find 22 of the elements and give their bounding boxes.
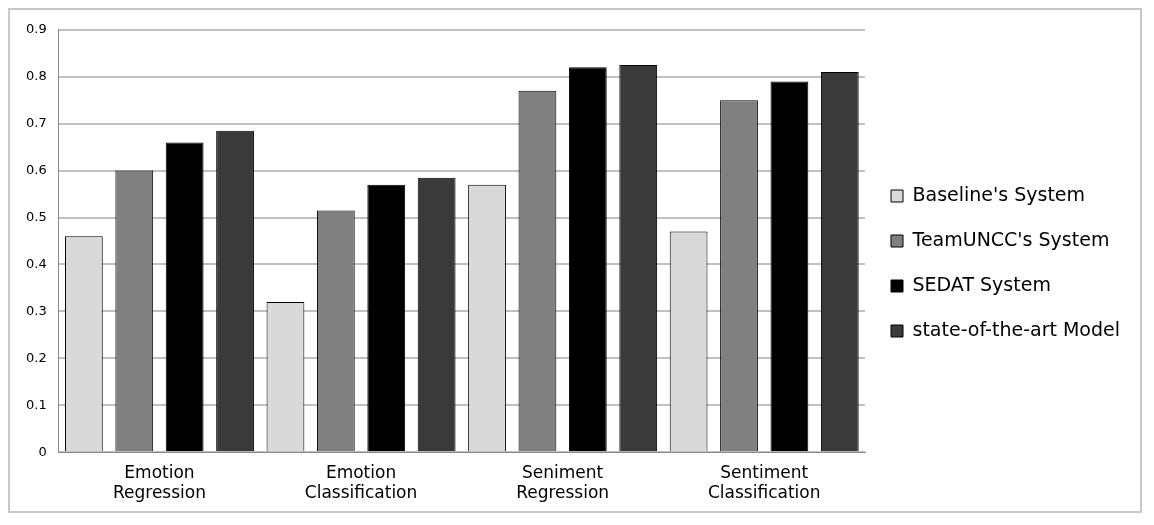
legend-label: state-of-the-art Model: [912, 317, 1120, 340]
x-tick-label: Emotion Classification: [304, 461, 418, 503]
y-tick-label: 0.6: [25, 161, 47, 177]
y-tick-label: 0: [38, 443, 47, 459]
y-tick-label: 0.8: [25, 68, 47, 84]
x-tick-label: Emotion Regression: [112, 461, 206, 503]
bar: [367, 184, 406, 452]
y-tick-label: 0.5: [25, 208, 47, 224]
bar: [165, 142, 204, 452]
bar: [770, 81, 809, 452]
x-tick-label: Sentiment Classification: [707, 461, 821, 503]
legend-label: TeamUNCC's System: [911, 227, 1110, 250]
y-tick-label: 0.1: [25, 396, 47, 412]
legend-label: SEDAT System: [912, 272, 1051, 295]
y-tick-label: 0.2: [25, 349, 47, 365]
y-tick-label: 0.9: [25, 21, 47, 37]
legend-label: Baseline's System: [912, 182, 1086, 205]
y-tick-label: 0.3: [25, 302, 47, 318]
x-tick-label: Seniment Regression: [516, 461, 610, 503]
bar: [568, 67, 607, 452]
y-tick-label: 0.7: [25, 115, 47, 131]
y-tick-label: 0.4: [25, 255, 47, 271]
